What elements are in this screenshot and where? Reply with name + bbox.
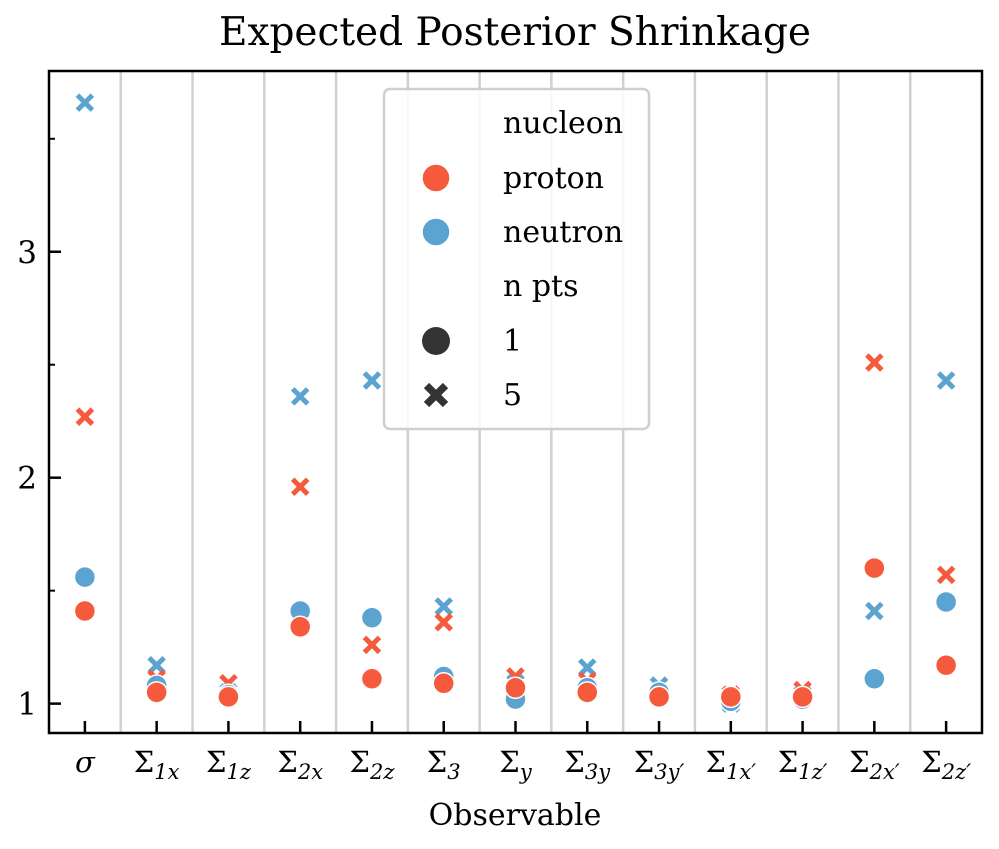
legend-hue-title: nucleon [503, 106, 623, 141]
proton-npts1-point [863, 556, 886, 580]
proton-npts5-point [434, 613, 453, 632]
legend-box [382, 87, 651, 431]
x-marker-stroke [865, 353, 884, 372]
proton-npts5-point [865, 353, 884, 372]
legend-label-proton: proton [503, 161, 604, 196]
neutron-npts1-point [863, 667, 886, 691]
x-tick-label: Σ1z [206, 745, 252, 784]
x-tick-label: Σ1z′ [778, 745, 828, 784]
proton-npts1-point [791, 685, 814, 709]
proton-npts1-point [647, 685, 671, 709]
x-tick-label: Σ2z′ [921, 745, 971, 784]
proton-npts5-point [75, 407, 95, 426]
proton-npts1-point [145, 681, 168, 704]
x-marker-stroke [578, 658, 597, 677]
x-marker-stroke [147, 655, 166, 675]
neutron-npts1-point [360, 606, 384, 630]
chart-title: Expected Posterior Shrinkage [219, 10, 811, 55]
x-marker-stroke [434, 613, 453, 632]
x-marker-stroke [362, 635, 382, 655]
neutron-npts5-point [936, 371, 956, 390]
x-marker-stroke [362, 371, 382, 390]
legend-x-stroke [423, 382, 449, 408]
x-marker-stroke [434, 597, 453, 616]
y-tick-label: 1 [17, 687, 37, 723]
x-marker-stroke [936, 371, 956, 390]
proton-npts1-point [360, 667, 384, 691]
x-tick-label: Σ3 [427, 745, 461, 784]
x-tick-label: Σ2x [277, 745, 323, 784]
proton-npts1-point [576, 681, 599, 704]
neutron-npts5-point [290, 387, 310, 406]
legend: nucleon proton neutron n pts 1 5 [382, 87, 651, 431]
x-marker-stroke [290, 477, 310, 496]
y-tick-label: 3 [17, 235, 37, 271]
legend-label-npts-1: 1 [503, 324, 522, 359]
neutron-npts5-point [75, 93, 95, 112]
neutron-npts5-point [865, 601, 884, 621]
neutron-npts5-point [147, 655, 166, 675]
neutron-npts1-point [934, 590, 958, 614]
legend-marker-npts-5 [423, 382, 449, 408]
x-axis-label: Observable [429, 798, 602, 833]
x-tick-label: Σ1x [134, 745, 180, 784]
proton-npts1-point [73, 599, 97, 623]
neutron-npts5-point [362, 371, 382, 390]
proton-npts1-point [432, 672, 455, 695]
x-tick-label: Σ2x′ [849, 745, 900, 784]
legend-marker-neutron [421, 217, 451, 247]
neutron-npts5-point [578, 658, 597, 677]
y-axis: 1 2 3 [17, 137, 61, 723]
neutron-npts5-point [434, 597, 453, 616]
data-markers [73, 93, 958, 713]
x-tick-label: Σ2z [349, 745, 395, 784]
x-axis: σ Σ1x Σ1z Σ2x Σ2z Σ3 Σy Σ3y Σ3y′ Σ1x′ Σ1z′ Σ2x′ Σ2z′ [75, 721, 971, 784]
x-tick-label: Σy [499, 745, 533, 784]
x-tick-label: Σ1x′ [706, 745, 757, 784]
proton-npts1-point [504, 676, 527, 700]
neutron-npts1-point [73, 565, 97, 589]
x-tick-label: Σ3y′ [634, 745, 685, 784]
y-tick-label: 2 [17, 461, 37, 497]
x-marker-stroke [75, 407, 95, 426]
legend-label-npts-5: 5 [503, 378, 522, 413]
legend-marker-proton [421, 163, 451, 193]
legend-marker-npts-1 [422, 327, 450, 355]
proton-npts1-point [719, 685, 743, 709]
x-tick-label: Σ3y [564, 745, 611, 784]
legend-style-title: n pts [503, 269, 579, 304]
x-marker-stroke [290, 387, 310, 406]
proton-npts1-point [217, 685, 240, 709]
legend-label-neutron: neutron [503, 215, 623, 250]
x-marker-stroke [936, 565, 956, 585]
proton-npts5-point [290, 477, 310, 496]
proton-npts1-point [934, 653, 958, 677]
proton-npts1-point [288, 615, 312, 639]
proton-npts5-point [362, 635, 382, 655]
x-marker-stroke [865, 601, 884, 621]
proton-npts5-point [936, 565, 956, 585]
x-marker-stroke [75, 93, 95, 112]
x-tick-label: σ [75, 745, 96, 779]
